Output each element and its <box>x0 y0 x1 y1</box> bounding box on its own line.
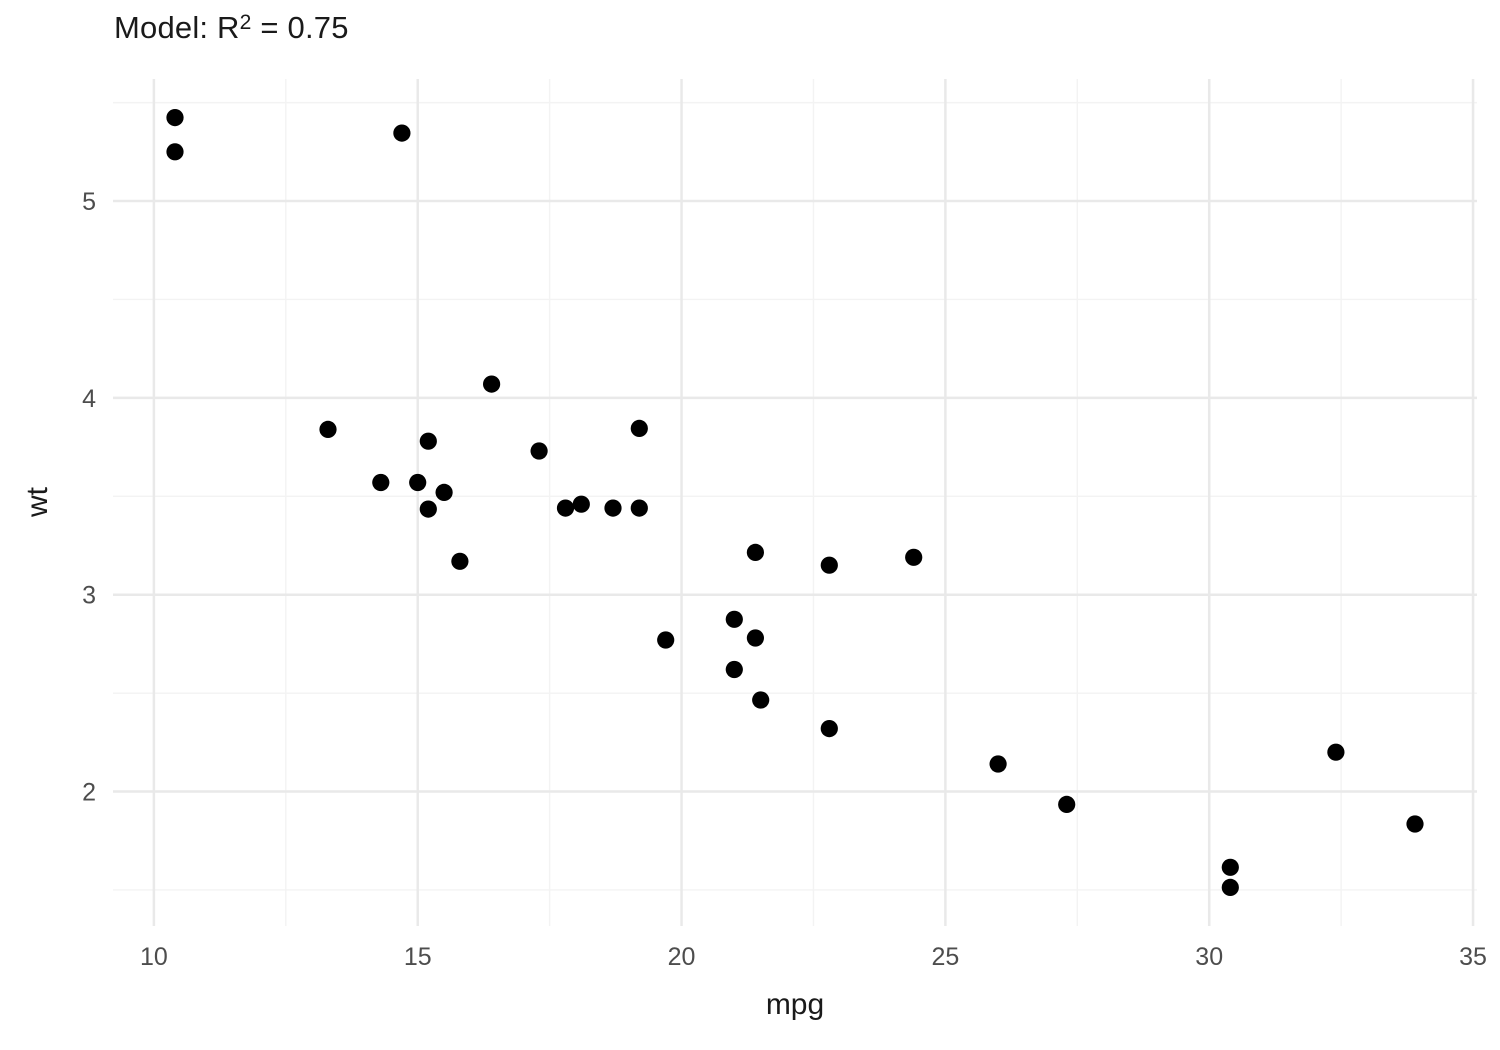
data-point <box>1058 795 1076 814</box>
data-point <box>746 629 765 647</box>
data-point <box>725 610 743 628</box>
data-point <box>746 543 765 562</box>
data-point <box>409 473 427 492</box>
data-point <box>530 442 548 460</box>
y-tick-label: 2 <box>82 779 96 807</box>
minor-gridlines <box>113 79 1477 926</box>
data-point <box>166 109 184 127</box>
data-point <box>435 483 453 501</box>
data-point <box>319 420 337 438</box>
plot-title: Model: R2 = 0.75 <box>114 10 349 46</box>
data-point <box>556 499 575 517</box>
data-point <box>1406 815 1424 833</box>
x-tick-label: 15 <box>404 943 432 971</box>
data-point <box>989 755 1007 773</box>
data-point <box>905 548 923 566</box>
data-point <box>820 556 838 574</box>
data-point <box>483 375 501 393</box>
x-tick-label: 25 <box>931 943 959 971</box>
data-point <box>419 432 437 450</box>
x-tick-label: 35 <box>1459 943 1487 971</box>
y-axis-tick-labels: 2 3 4 5 <box>82 188 96 807</box>
x-tick-label: 30 <box>1195 943 1223 971</box>
data-point <box>451 552 469 570</box>
r-squared-superscript: 2 <box>239 10 252 34</box>
plot-title-prefix: Model: R <box>114 10 240 45</box>
y-tick-label: 4 <box>82 385 96 413</box>
data-point <box>372 473 390 492</box>
y-tick-label: 5 <box>82 188 96 216</box>
points-layer <box>166 109 1424 897</box>
major-gridlines <box>113 79 1477 926</box>
plot-title-suffix: = 0.75 <box>251 10 349 45</box>
data-point <box>657 631 675 649</box>
data-point <box>1327 743 1345 761</box>
data-point <box>725 660 743 679</box>
data-point <box>393 124 411 142</box>
data-point <box>572 495 590 513</box>
data-point <box>1221 858 1239 876</box>
x-tick-label: 10 <box>140 943 168 971</box>
data-point <box>630 419 648 437</box>
x-axis-tick-labels: 10 15 20 25 30 35 <box>140 943 1487 971</box>
x-axis-title: mpg <box>765 988 825 1021</box>
y-tick-label: 3 <box>82 582 96 610</box>
data-point <box>630 499 648 517</box>
data-point <box>820 720 838 738</box>
data-point <box>166 143 184 161</box>
data-point <box>419 500 437 518</box>
y-axis-title: wt <box>21 487 54 517</box>
data-point <box>752 691 770 709</box>
data-point <box>1221 878 1239 897</box>
data-point <box>604 499 622 517</box>
x-tick-label: 20 <box>668 943 696 971</box>
